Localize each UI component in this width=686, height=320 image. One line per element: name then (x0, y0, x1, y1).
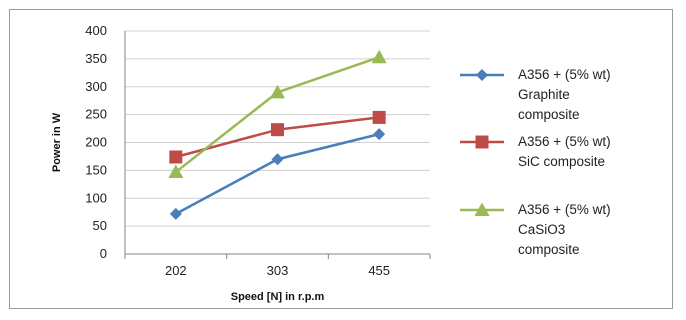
y-tick-label: 100 (85, 190, 107, 205)
data-point-series-3 (270, 84, 285, 99)
legend-label-1: A356 + (5% wt) (518, 67, 611, 82)
data-point-series-1 (169, 207, 182, 220)
data-point-series-2 (372, 110, 386, 124)
x-tick-label: 202 (165, 263, 187, 278)
data-point-series-3 (168, 164, 184, 179)
x-tick-label: 455 (368, 263, 390, 278)
y-tick-label: 300 (85, 79, 107, 94)
data-point-series-1 (271, 153, 284, 166)
legend-label-2: A356 + (5% wt) (518, 134, 611, 149)
y-tick-label: 350 (85, 51, 107, 66)
legend-marker-1 (476, 69, 488, 81)
y-tick-label: 250 (85, 107, 107, 122)
y-tick-label: 0 (100, 246, 107, 261)
data-point-series-2 (169, 150, 183, 164)
data-point-series-3 (371, 49, 387, 64)
y-tick-label: 50 (93, 218, 107, 233)
y-tick-label: 150 (85, 162, 107, 177)
x-axis-title: Speed [N] in r.p.m (231, 291, 325, 303)
legend-label-1: Graphite (518, 87, 570, 102)
data-point-series-2 (271, 123, 284, 137)
y-axis-title: Power in W (51, 112, 63, 172)
legend-label-3: composite (518, 242, 580, 257)
legend-marker-3 (474, 202, 490, 216)
legend-label-2: SiC composite (518, 154, 605, 169)
y-tick-label: 200 (85, 135, 107, 150)
legend-label-3: CaSiO3 (518, 222, 565, 237)
y-tick-label: 400 (85, 23, 107, 38)
data-point-series-1 (373, 128, 386, 141)
legend-label-3: A356 + (5% wt) (518, 202, 611, 217)
legend-label-1: composite (518, 107, 580, 122)
series-line-1 (175, 132, 380, 215)
x-tick-label: 303 (267, 263, 289, 278)
legend-marker-2 (475, 135, 489, 149)
